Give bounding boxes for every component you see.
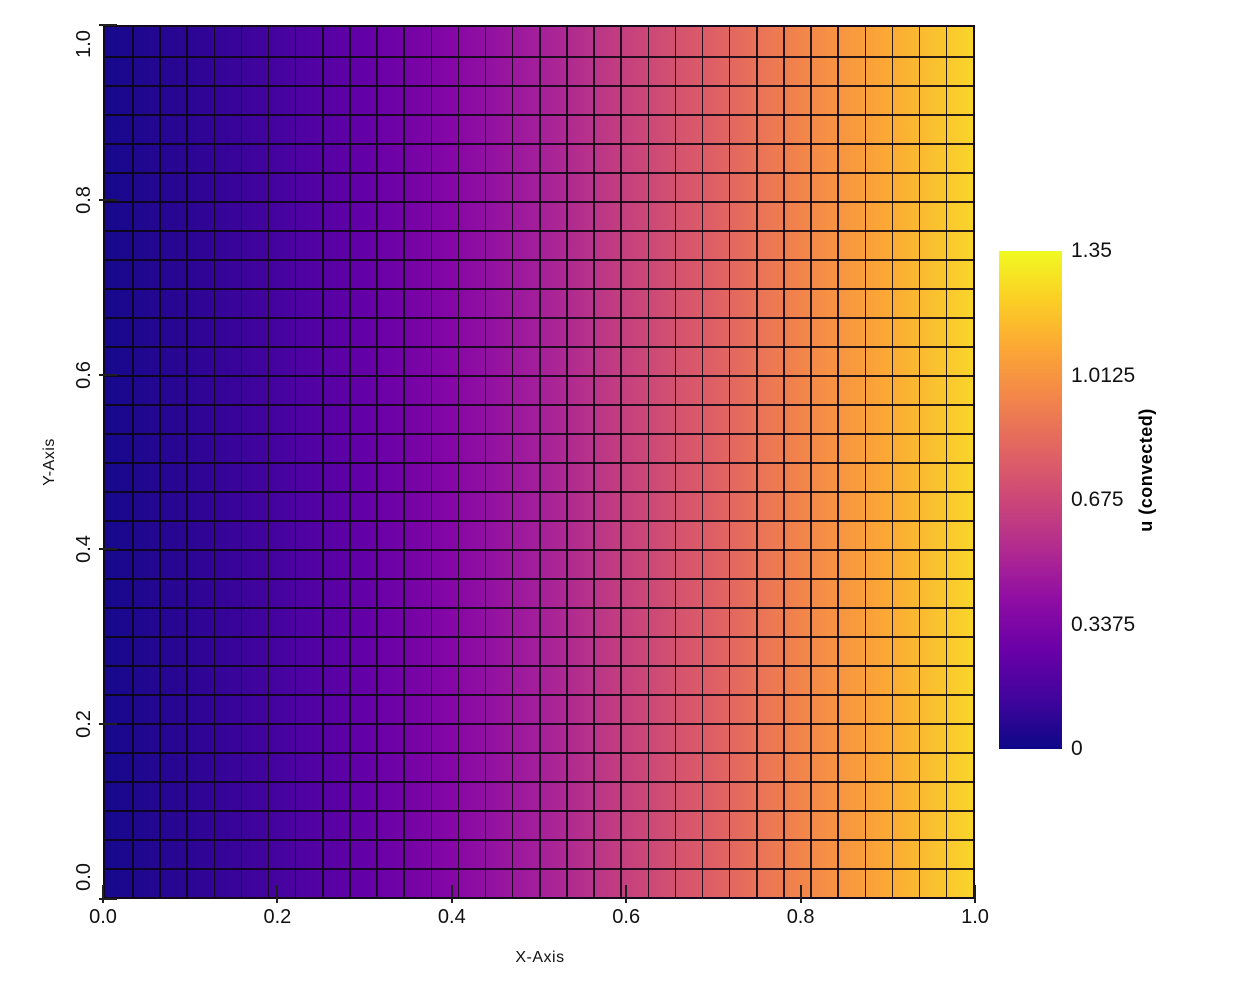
- colorbar-tick-label: 1.0125: [1071, 363, 1136, 387]
- y-axis-title: Y-Axis: [41, 438, 58, 486]
- colorbar-gradient: [999, 251, 1062, 749]
- mesh-grid-line-horizontal: [105, 578, 973, 580]
- mesh-grid-line-horizontal: [105, 781, 973, 783]
- mesh-grid-line-horizontal: [105, 433, 973, 435]
- mesh-grid-line-horizontal: [105, 172, 973, 174]
- mesh-grid-line-horizontal: [105, 288, 973, 290]
- mesh-grid-line-horizontal: [105, 636, 973, 638]
- x-axis-tick: [799, 885, 802, 903]
- mesh-grid-line-horizontal: [105, 56, 973, 58]
- mesh-grid-line-horizontal: [105, 665, 973, 667]
- mesh-grid-line-horizontal: [105, 85, 973, 87]
- mesh-grid-line-horizontal: [105, 114, 973, 116]
- mesh-grid-line-horizontal: [105, 462, 973, 464]
- mesh-grid-line-horizontal: [105, 491, 973, 493]
- mesh-grid-line-horizontal: [105, 375, 973, 377]
- colorbar-tick-label: 0: [1071, 737, 1083, 760]
- x-axis-tick-label: 0.4: [437, 906, 466, 928]
- x-axis-tick-label: 1.0: [961, 906, 989, 928]
- x-axis-tick-label: 0.6: [612, 906, 641, 928]
- y-axis-tick-label: 0.6: [72, 360, 95, 389]
- x-axis-tick: [102, 885, 104, 903]
- x-axis-tick-label: 0.0: [89, 906, 117, 928]
- mesh-grid-line-horizontal: [105, 810, 973, 812]
- mesh-grid-line-horizontal: [105, 868, 973, 870]
- mesh-grid-line-horizontal: [105, 346, 973, 348]
- heatmap-mesh: [103, 25, 975, 899]
- x-axis-tick: [625, 885, 628, 903]
- y-axis-tick: [99, 24, 117, 26]
- mesh-grid-line-horizontal: [105, 723, 973, 725]
- mesh-grid-line-horizontal: [105, 607, 973, 609]
- mesh-grid-line-horizontal: [105, 201, 973, 203]
- x-axis-tick: [974, 885, 976, 903]
- x-axis-tick-label: 0.2: [263, 906, 292, 928]
- mesh-grid-line-horizontal: [105, 230, 973, 232]
- y-axis-tick: [99, 898, 117, 900]
- x-axis-tick-label: 0.8: [786, 906, 815, 928]
- colorbar-tick-label: 1.35: [1071, 239, 1112, 262]
- y-axis-tick-label: 0.0: [72, 863, 95, 891]
- x-axis-tick: [450, 885, 453, 903]
- x-axis-tick: [276, 885, 279, 903]
- mesh-grid-line-horizontal: [105, 520, 973, 522]
- y-axis-tick-label: 1.0: [72, 30, 95, 58]
- y-axis-tick-label: 0.8: [72, 185, 95, 214]
- mesh-grid-line-horizontal: [105, 839, 973, 841]
- y-axis-tick: [99, 548, 117, 551]
- mesh-grid-line-horizontal: [105, 404, 973, 406]
- mesh-grid-line-horizontal: [105, 317, 973, 319]
- y-axis-tick: [99, 373, 117, 376]
- mesh-grid-line-horizontal: [105, 549, 973, 551]
- mesh-grid-line-horizontal: [105, 752, 973, 754]
- colorbar-tick-label: 0.675: [1071, 488, 1124, 511]
- colorbar-tick-label: 0.3375: [1071, 612, 1136, 636]
- y-axis-tick-label: 0.4: [72, 535, 95, 564]
- x-axis-title: X-Axis: [515, 949, 565, 966]
- y-axis-tick: [99, 198, 117, 201]
- y-axis-tick-label: 0.2: [72, 710, 95, 739]
- mesh-grid-line-horizontal: [105, 694, 973, 696]
- y-axis-tick: [99, 723, 117, 726]
- mesh-grid-line-horizontal: [105, 143, 973, 145]
- mesh-grid-line-horizontal: [105, 259, 973, 261]
